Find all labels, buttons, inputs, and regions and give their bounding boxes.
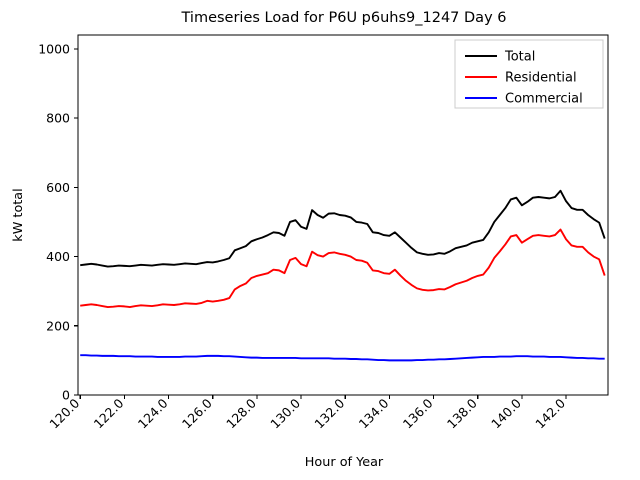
x-tick-label: 124.0 bbox=[135, 395, 171, 431]
x-tick-label: 140.0 bbox=[488, 395, 524, 431]
chart-title: Timeseries Load for P6U p6uhs9_1247 Day … bbox=[181, 10, 507, 26]
legend-label-total: Total bbox=[504, 50, 535, 65]
y-tick-label: 0 bbox=[62, 388, 70, 403]
x-tick-label: 138.0 bbox=[444, 395, 480, 431]
series-line-residential bbox=[80, 228, 606, 309]
x-axis-label: Hour of Year bbox=[305, 455, 384, 470]
x-tick-label: 130.0 bbox=[267, 395, 303, 431]
x-tick-label: 134.0 bbox=[356, 395, 392, 431]
y-axis-label: kW total bbox=[11, 188, 26, 241]
series-line-total bbox=[80, 189, 606, 268]
y-tick-label: 1000 bbox=[38, 41, 70, 56]
legend-label-residential: Residential bbox=[505, 71, 577, 86]
y-tick-label: 400 bbox=[46, 249, 70, 264]
x-tick-label: 128.0 bbox=[223, 395, 259, 431]
x-tick-label: 122.0 bbox=[91, 395, 127, 431]
axes bbox=[77, 34, 609, 396]
y-tick-label: 200 bbox=[46, 318, 70, 333]
x-tick-label: 136.0 bbox=[400, 395, 436, 431]
x-tick-label: 142.0 bbox=[532, 395, 568, 431]
data-series bbox=[80, 189, 606, 362]
x-tick-label: 126.0 bbox=[179, 395, 215, 431]
x-tick-label: 132.0 bbox=[311, 395, 347, 431]
series-line-commercial bbox=[80, 354, 605, 362]
legend-label-commercial: Commercial bbox=[505, 92, 583, 107]
y-tick-label: 600 bbox=[46, 180, 70, 195]
y-tick-label: 800 bbox=[46, 111, 70, 126]
chart-legend: Total Residential Commercial bbox=[454, 39, 604, 109]
